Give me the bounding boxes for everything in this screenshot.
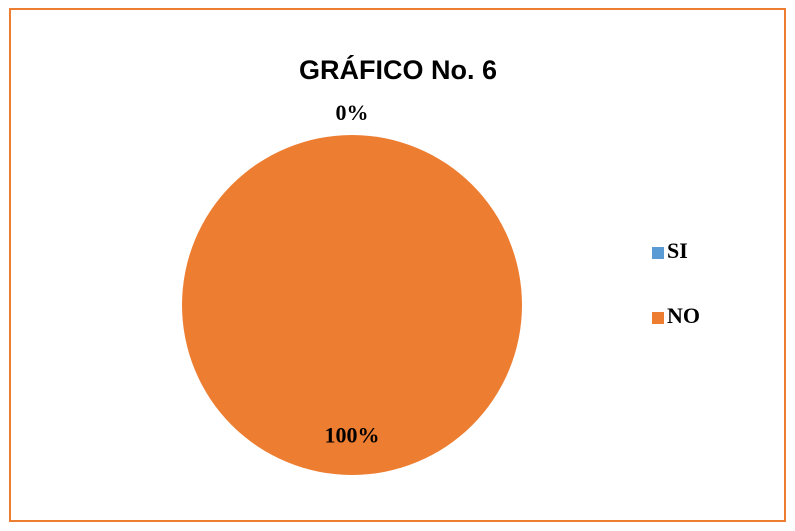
legend-swatch <box>652 247 664 259</box>
legend-label: SI <box>667 238 688 263</box>
legend-swatch <box>652 312 664 324</box>
data-label: 100% <box>325 423 380 448</box>
data-label: 0% <box>336 100 369 125</box>
chart-title: GRÁFICO No. 6 <box>299 54 497 85</box>
pie-slice <box>182 135 522 475</box>
legend-label: NO <box>667 303 700 328</box>
